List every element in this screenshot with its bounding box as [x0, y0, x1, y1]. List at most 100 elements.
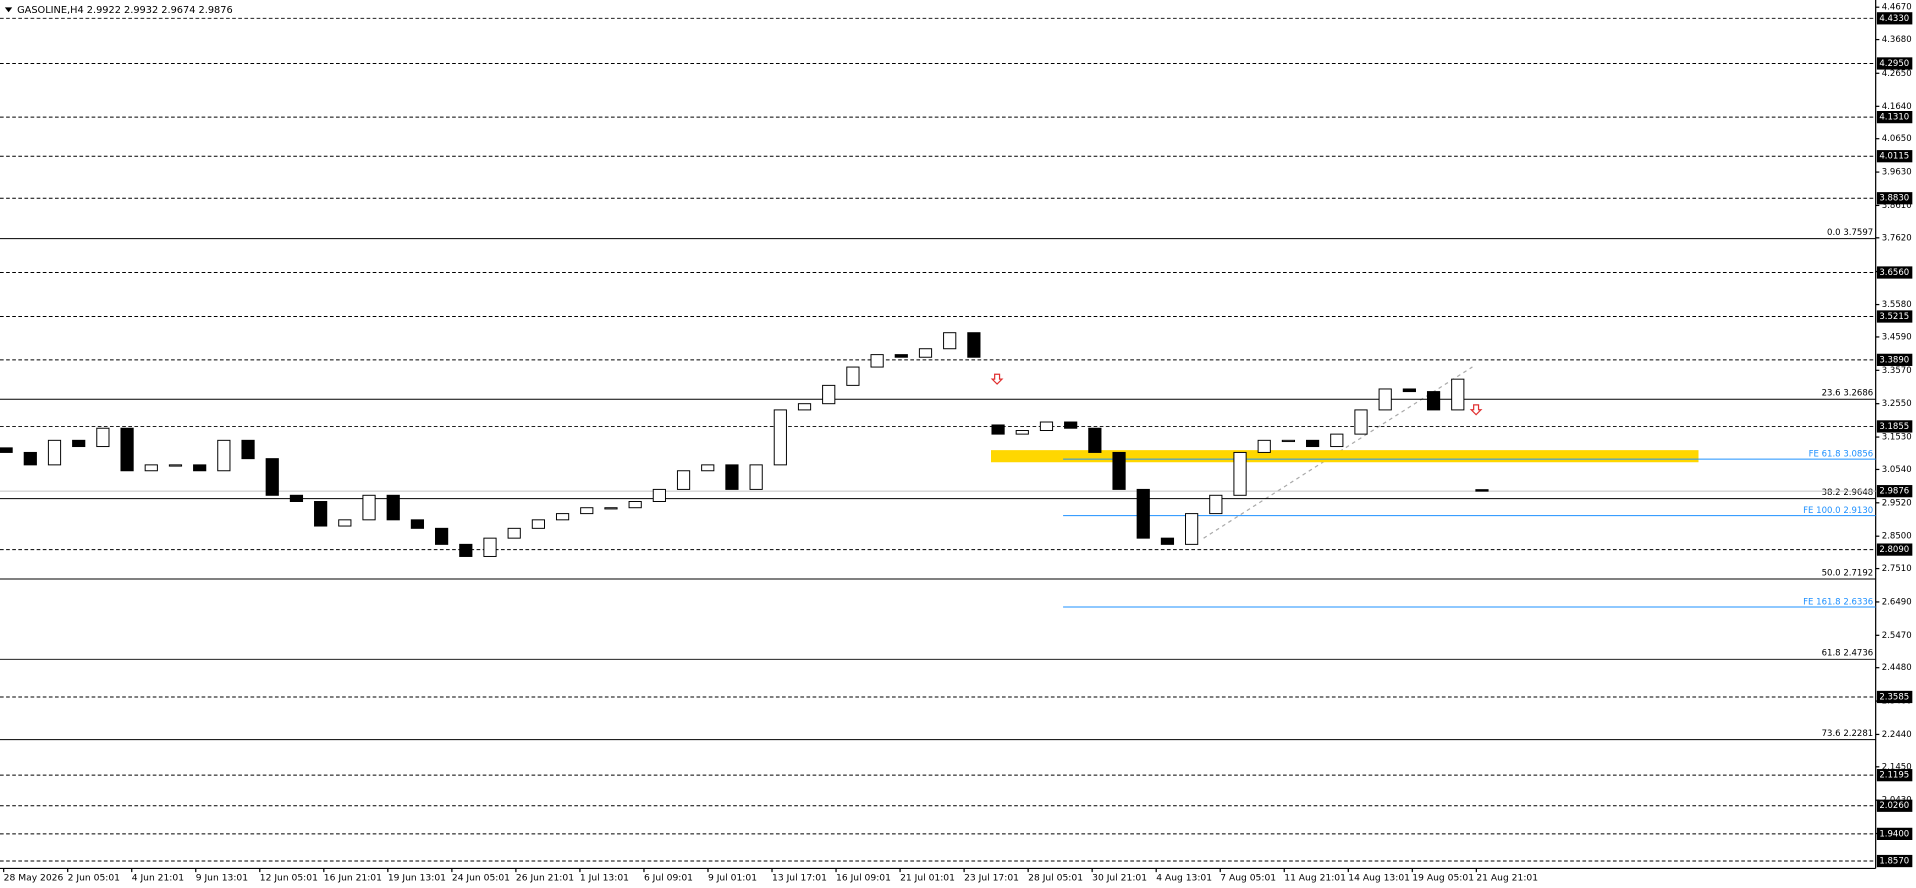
candle-body — [120, 427, 134, 472]
level-box — [1876, 57, 1913, 70]
level-box — [1876, 690, 1913, 704]
level-box — [1876, 420, 1913, 433]
candle-body — [0, 447, 13, 453]
level-label: 3.5215 — [1879, 312, 1909, 322]
x-tick-label: 16 Jul 09:01 — [836, 873, 891, 884]
candle-body — [1088, 427, 1102, 453]
candle-body — [72, 439, 86, 448]
candle-body — [96, 427, 110, 448]
y-tick-label: 2.7510 — [1882, 564, 1912, 574]
menu-triangle[interactable] — [4, 7, 13, 13]
fibo-label: 38.2 2.9648 — [1822, 488, 1874, 498]
candle-body — [1015, 430, 1029, 435]
candle-body — [1354, 409, 1368, 435]
y-tick-label: 2.9520 — [1882, 498, 1912, 508]
expansion-label: FE 100.0 2.9130 — [1803, 506, 1873, 516]
candle-body — [846, 366, 860, 386]
y-tick-label: 4.0650 — [1882, 134, 1912, 144]
fibo-label: 50.0 2.7192 — [1822, 568, 1874, 578]
level-box — [1876, 353, 1913, 366]
candle-body — [1330, 433, 1344, 448]
level-box — [1876, 827, 1913, 840]
level-box — [1876, 310, 1913, 323]
candle-body — [1064, 421, 1078, 429]
level-label: 4.2950 — [1879, 59, 1909, 69]
candle-body — [555, 513, 570, 521]
y-tick-label: 3.9630 — [1882, 168, 1912, 178]
y-tick-label: 3.1530 — [1882, 433, 1912, 443]
candle-body — [265, 458, 279, 496]
x-tick-label: 13 Jul 17:01 — [772, 873, 827, 884]
candle-body — [168, 464, 183, 467]
candle-body — [1185, 513, 1199, 545]
x-tick-label: 7 Aug 05:01 — [1220, 873, 1276, 884]
y-tick-label: 2.1450 — [1882, 762, 1912, 772]
x-tick-label: 16 Jun 21:01 — [324, 873, 382, 884]
level-box — [1876, 150, 1913, 163]
y-tick-label: 3.4590 — [1882, 332, 1912, 342]
y-tick-label: 2.5470 — [1882, 631, 1912, 641]
x-tick-label: 21 Jul 01:01 — [900, 873, 955, 884]
candle-body — [943, 332, 957, 350]
level-label: 3.8830 — [1879, 194, 1909, 204]
x-tick-label: 24 Jun 05:01 — [452, 873, 510, 884]
candle-body — [1136, 488, 1150, 539]
level-label: 2.0260 — [1879, 801, 1909, 811]
candle-body — [1160, 537, 1175, 545]
x-tick-label: 26 Jun 21:01 — [516, 873, 574, 884]
level-box — [1876, 799, 1913, 812]
x-tick-label: 28 Jul 05:01 — [1028, 873, 1083, 884]
candle-body — [1378, 388, 1392, 411]
level-label: 4.0115 — [1879, 152, 1909, 162]
candle-body — [1306, 439, 1320, 448]
candle-body — [23, 451, 37, 466]
level-label: 2.3585 — [1879, 692, 1909, 702]
sell-arrow — [990, 373, 1004, 385]
fibo-label: 0.0 3.7597 — [1827, 228, 1873, 238]
x-tick-label: 23 Jul 17:01 — [964, 873, 1019, 884]
fibo-label: 23.6 3.2686 — [1822, 389, 1874, 399]
candle-body — [1209, 494, 1223, 515]
x-tick-label: 19 Jun 13:01 — [388, 873, 446, 884]
candle-body — [773, 409, 787, 466]
current-price-box — [1876, 485, 1913, 498]
candle-body — [701, 464, 715, 472]
y-tick-label: 4.1640 — [1882, 102, 1912, 112]
candle-body — [459, 543, 473, 557]
candle-body — [289, 494, 304, 502]
candle-body — [652, 488, 666, 502]
fibo-label: 61.8 2.4736 — [1822, 649, 1874, 659]
level-label: 3.1855 — [1879, 422, 1909, 432]
y-tick-label: 2.6490 — [1882, 597, 1912, 607]
y-tick-label: 2.8500 — [1882, 532, 1912, 542]
x-tick-label: 21 Aug 21:01 — [1476, 873, 1538, 884]
level-box — [1876, 111, 1913, 124]
candle-body — [193, 464, 207, 472]
y-tick-label: 3.3570 — [1882, 366, 1912, 376]
y-tick-label: 2.4480 — [1882, 663, 1912, 673]
candle-body — [1257, 439, 1271, 453]
candle-body — [435, 527, 449, 545]
candle-body — [1039, 421, 1054, 432]
candle-body — [725, 464, 739, 490]
current-price-label: 2.9876 — [1879, 487, 1909, 497]
level-box — [1876, 266, 1913, 279]
candle-body — [1402, 388, 1416, 393]
candle-body — [894, 354, 908, 358]
candle-body — [1112, 451, 1126, 490]
candle-body — [822, 384, 836, 405]
x-tick-label: 28 May 2026 — [4, 873, 64, 884]
fibo-label: 73.6 2.2281 — [1822, 729, 1874, 739]
x-tick-label: 4 Jun 21:01 — [132, 873, 184, 884]
candle-body — [991, 424, 1005, 435]
y-tick-label: 2.2440 — [1882, 730, 1912, 740]
candle-body — [749, 464, 763, 490]
x-tick-label: 12 Jun 05:01 — [260, 873, 318, 884]
candle-body — [604, 507, 618, 510]
y-tick-label: 4.4670 — [1882, 3, 1912, 13]
x-tick-label: 6 Jul 09:01 — [644, 873, 693, 884]
candle-body — [580, 507, 594, 515]
expansion-label: FE 161.8 2.6336 — [1803, 598, 1873, 608]
level-label: 1.8570 — [1879, 857, 1909, 867]
